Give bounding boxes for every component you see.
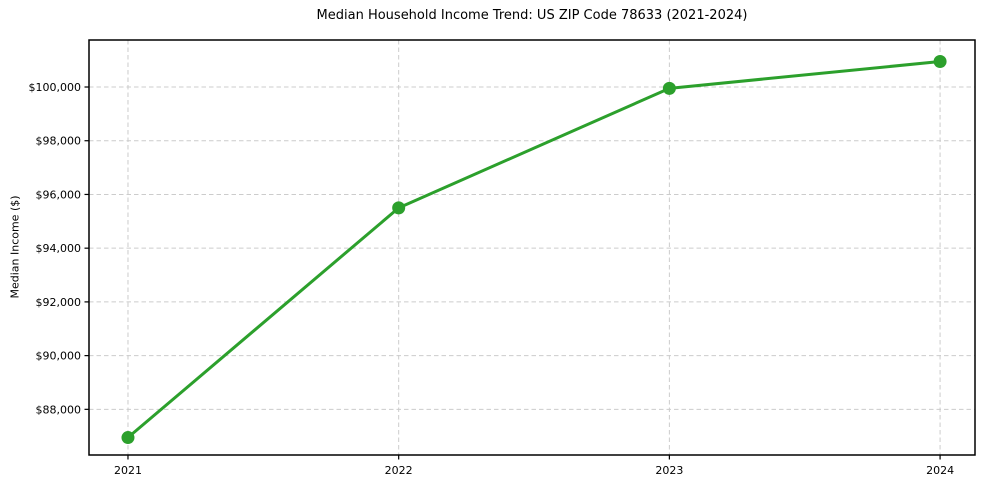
x-tick-label: 2021: [114, 464, 142, 477]
y-tick-label: $88,000: [36, 403, 82, 416]
chart-title: Median Household Income Trend: US ZIP Co…: [316, 8, 748, 23]
y-tick-label: $98,000: [36, 135, 82, 148]
y-tick-label: $92,000: [36, 296, 82, 309]
x-tick-label: 2022: [385, 464, 413, 477]
data-point-marker: [662, 81, 676, 95]
y-tick-label: $96,000: [36, 188, 82, 201]
trend-line: [126, 59, 942, 440]
y-tick-label: $100,000: [29, 81, 82, 94]
plot-border: [88, 39, 976, 456]
data-point-marker: [121, 431, 135, 445]
x-tick-label: 2023: [655, 464, 683, 477]
x-tick-label: 2024: [926, 464, 954, 477]
data-point-marker: [392, 201, 406, 215]
data-point-marker: [933, 54, 947, 68]
y-tick-label: $90,000: [36, 350, 82, 363]
y-tick-label: $94,000: [36, 242, 82, 255]
